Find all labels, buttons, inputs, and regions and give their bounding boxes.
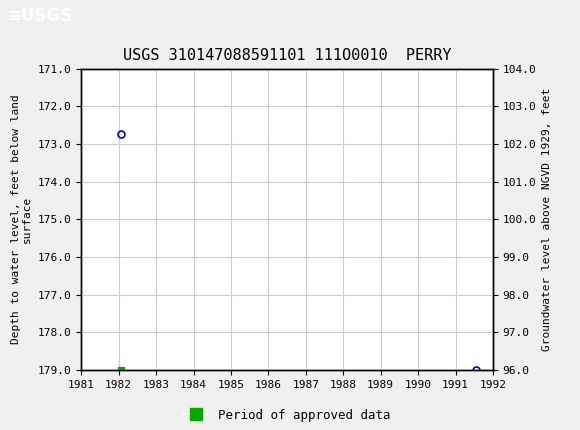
Y-axis label: Depth to water level, feet below land
surface: Depth to water level, feet below land su… bbox=[10, 95, 32, 344]
Y-axis label: Groundwater level above NGVD 1929, feet: Groundwater level above NGVD 1929, feet bbox=[542, 88, 552, 351]
Title: USGS 310147088591101 111O0010  PERRY: USGS 310147088591101 111O0010 PERRY bbox=[123, 49, 451, 64]
Legend: Period of approved data: Period of approved data bbox=[179, 404, 396, 427]
Text: ≡USGS: ≡USGS bbox=[7, 7, 72, 25]
